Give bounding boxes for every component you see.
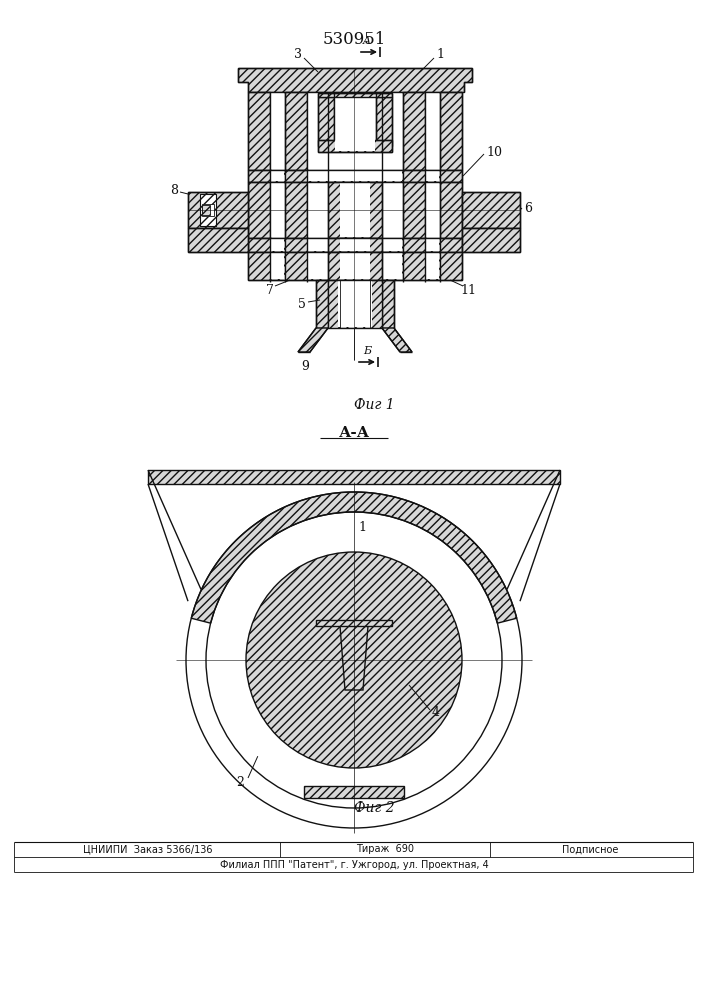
Polygon shape [382,328,412,352]
Polygon shape [376,97,392,146]
Polygon shape [462,192,520,228]
Polygon shape [328,252,382,280]
Polygon shape [340,239,370,251]
Text: 7: 7 [266,284,274,296]
Text: 1: 1 [358,521,366,534]
Polygon shape [328,182,382,238]
Polygon shape [285,92,307,170]
Polygon shape [271,93,284,169]
Polygon shape [308,239,402,251]
Polygon shape [271,239,284,251]
Text: 8: 8 [170,184,178,196]
Polygon shape [271,183,284,237]
Text: Филиал ППП "Патент", г. Ужгород, ул. Проектная, 4: Филиал ППП "Патент", г. Ужгород, ул. Про… [220,859,489,869]
Text: 3: 3 [294,47,302,60]
Polygon shape [403,182,425,238]
Text: 2: 2 [236,776,244,788]
Polygon shape [318,97,334,146]
Text: Подписное: Подписное [562,844,618,854]
Polygon shape [188,192,248,228]
Polygon shape [403,92,425,170]
Circle shape [246,552,462,768]
Polygon shape [316,620,392,626]
Polygon shape [202,205,210,215]
Polygon shape [248,170,462,182]
Polygon shape [308,171,402,181]
Polygon shape [426,239,439,251]
Text: 4: 4 [432,706,440,718]
Text: Тираж  690: Тираж 690 [356,844,414,854]
Polygon shape [440,182,462,238]
Polygon shape [192,492,517,623]
Text: Б: Б [363,346,371,356]
Text: A: A [363,36,371,46]
Polygon shape [340,283,370,327]
Polygon shape [426,171,439,181]
Polygon shape [202,204,214,216]
Polygon shape [338,281,372,327]
Polygon shape [426,93,439,169]
Text: 10: 10 [486,145,502,158]
Polygon shape [308,253,402,279]
Text: 11: 11 [460,284,476,296]
Polygon shape [340,253,370,279]
Polygon shape [308,183,402,237]
Text: 530951: 530951 [322,31,386,48]
Polygon shape [328,238,382,252]
Polygon shape [248,92,270,170]
Text: Фиг 2: Фиг 2 [354,801,395,815]
Polygon shape [238,68,472,92]
Polygon shape [340,626,368,690]
Polygon shape [271,171,284,181]
Polygon shape [285,182,307,238]
Polygon shape [426,183,439,237]
Polygon shape [304,786,404,798]
Polygon shape [248,182,270,238]
Polygon shape [440,92,462,170]
Polygon shape [426,253,439,279]
Polygon shape [382,280,394,328]
Text: ЦНИИПИ  Заказ 5366/136: ЦНИИПИ Заказ 5366/136 [83,844,213,854]
Polygon shape [328,280,382,328]
Polygon shape [462,228,520,252]
Polygon shape [200,194,216,226]
Text: 1: 1 [436,47,444,60]
Polygon shape [335,98,375,151]
Polygon shape [316,280,328,328]
Text: Фиг 1: Фиг 1 [354,398,395,412]
Polygon shape [318,93,392,97]
Text: А-А: А-А [339,426,370,440]
Polygon shape [318,140,392,152]
Polygon shape [148,470,560,484]
Text: 6: 6 [524,202,532,215]
Polygon shape [340,183,370,237]
Polygon shape [188,228,248,252]
Polygon shape [271,253,284,279]
Polygon shape [308,93,402,169]
Polygon shape [298,328,328,352]
Polygon shape [248,252,462,280]
Text: 5: 5 [298,298,306,310]
Text: 9: 9 [301,360,309,373]
Polygon shape [248,238,462,252]
